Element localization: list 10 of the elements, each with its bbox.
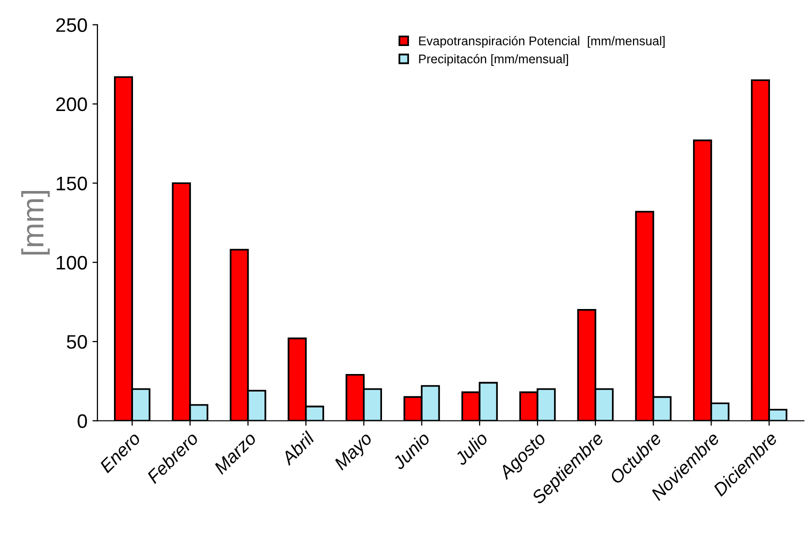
y-tick-label: 100	[56, 256, 87, 270]
y-tick-label: 200	[56, 97, 87, 112]
y-axis-title: [mm]	[21, 190, 50, 255]
legend-label: Evapotranspiración Potencial [mm/mensual]	[419, 36, 665, 48]
y-tick-label: 0	[78, 414, 87, 428]
y-tick-label: 150	[56, 176, 87, 190]
x-tick-label: Julio	[453, 430, 489, 466]
y-tick-label: 50	[66, 335, 87, 349]
y-tick-label: 250	[56, 18, 87, 32]
legend-label: Precipitacón [mm/mensual]	[419, 54, 568, 66]
